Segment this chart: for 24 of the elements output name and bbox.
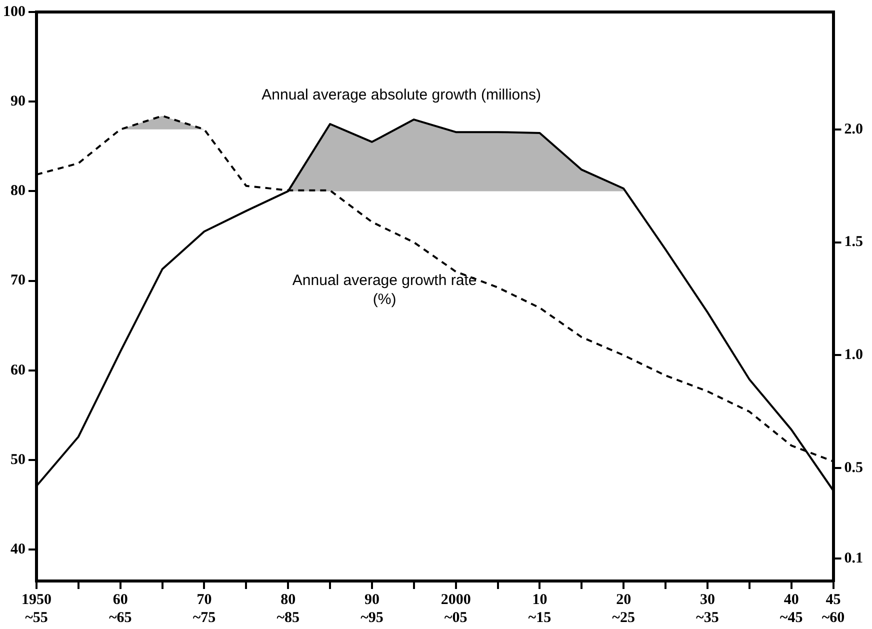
x-tick-label: 1950 ~55	[22, 592, 52, 626]
y-tick-label: 80	[10, 183, 26, 200]
y-tick-label: 60	[10, 362, 26, 378]
x-tick-label: 30 ~35	[696, 592, 719, 626]
y-tick-label: 90	[10, 93, 26, 110]
series-label: Annual average absolute growth (millions)	[262, 86, 541, 104]
y2-tick-label: 1.0	[844, 347, 863, 364]
y2-tick-label: 0.1	[844, 550, 863, 566]
y-tick-label: 40	[10, 542, 26, 558]
x-tick-label: 60 ~65	[108, 592, 132, 626]
x-tick-label: 40 ~45	[780, 592, 803, 626]
x-tick-label: 10 ~15	[528, 592, 552, 626]
y2-tick-label: 2.0	[844, 121, 863, 138]
x-tick-label: 80 ~85	[276, 592, 300, 626]
x-tick-label: 45 ~60	[822, 592, 845, 626]
y-tick-label: 50	[10, 452, 26, 468]
x-tick-label: 2000 ~05	[440, 592, 471, 626]
x-tick-label: 20 ~25	[612, 592, 635, 626]
y2-tick-label: 1.5	[844, 234, 863, 250]
y2-tick-label: 0.5	[844, 460, 863, 476]
y-tick-label: 100	[3, 4, 26, 20]
x-tick-label: 70 ~75	[192, 592, 216, 626]
x-tick-label: 90 ~95	[360, 592, 384, 626]
y-tick-label: 70	[10, 272, 26, 289]
